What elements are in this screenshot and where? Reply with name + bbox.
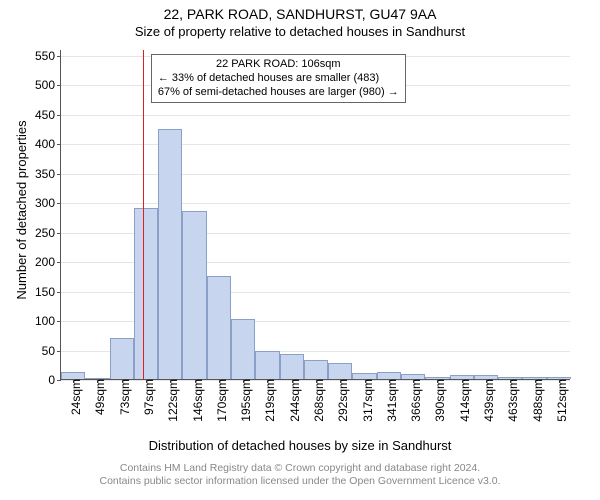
y-axis-label: Number of detached properties xyxy=(14,50,29,370)
x-tick-label: 97sqm xyxy=(136,379,156,415)
x-tick-label: 219sqm xyxy=(257,379,277,422)
x-tick-label: 292sqm xyxy=(330,379,350,422)
x-tick-label: 244sqm xyxy=(282,379,302,422)
x-tick-label: 512sqm xyxy=(549,379,569,422)
y-tick-label: 0 xyxy=(48,373,61,387)
y-tick-label: 350 xyxy=(35,167,61,181)
x-tick-label: 195sqm xyxy=(233,379,253,422)
x-tick-label: 170sqm xyxy=(209,379,229,422)
footer-line-2: Contains public sector information licen… xyxy=(0,475,600,488)
y-tick-label: 250 xyxy=(35,226,61,240)
histogram-bar xyxy=(255,351,279,379)
y-tick-label: 550 xyxy=(35,49,61,63)
annotation-box: 22 PARK ROAD: 106sqm← 33% of detached ho… xyxy=(151,54,406,103)
y-tick-label: 300 xyxy=(35,196,61,210)
x-tick-label: 24sqm xyxy=(63,379,83,415)
gridline xyxy=(61,203,570,204)
histogram-bar xyxy=(182,211,206,379)
y-tick-label: 150 xyxy=(35,285,61,299)
gridline xyxy=(61,115,570,116)
footer-attribution: Contains HM Land Registry data © Crown c… xyxy=(0,462,600,488)
x-tick-label: 73sqm xyxy=(112,379,132,415)
y-tick-label: 500 xyxy=(35,78,61,92)
x-tick-label: 49sqm xyxy=(87,379,107,415)
x-tick-label: 317sqm xyxy=(355,379,375,422)
x-tick-label: 122sqm xyxy=(160,379,180,422)
x-tick-label: 366sqm xyxy=(403,379,423,422)
property-marker-line xyxy=(143,50,144,379)
histogram-bar xyxy=(377,372,401,379)
histogram-bar xyxy=(110,338,134,379)
x-axis-label: Distribution of detached houses by size … xyxy=(0,438,600,453)
x-tick-label: 463sqm xyxy=(500,379,520,422)
histogram-bar xyxy=(207,276,231,379)
x-tick-label: 390sqm xyxy=(427,379,447,422)
x-tick-label: 268sqm xyxy=(306,379,326,422)
y-tick-label: 200 xyxy=(35,255,61,269)
histogram-bar xyxy=(158,129,182,379)
page-title: 22, PARK ROAD, SANDHURST, GU47 9AA xyxy=(0,6,600,22)
x-tick-label: 414sqm xyxy=(452,379,472,422)
footer-line-1: Contains HM Land Registry data © Crown c… xyxy=(0,462,600,475)
y-tick-label: 100 xyxy=(35,314,61,328)
histogram-bar xyxy=(280,354,304,379)
y-tick-label: 450 xyxy=(35,108,61,122)
annotation-line-1: 22 PARK ROAD: 106sqm xyxy=(158,58,399,72)
histogram-bar xyxy=(304,360,328,379)
histogram-bar xyxy=(231,319,255,379)
x-tick-label: 341sqm xyxy=(379,379,399,422)
histogram-bar xyxy=(328,363,352,380)
gridline xyxy=(61,144,570,145)
chart-plot-area: 05010015020025030035040045050055024sqm49… xyxy=(60,50,570,380)
x-tick-label: 146sqm xyxy=(185,379,205,422)
page-subtitle: Size of property relative to detached ho… xyxy=(0,24,600,39)
histogram-bar xyxy=(61,372,85,379)
y-tick-label: 400 xyxy=(35,137,61,151)
gridline xyxy=(61,174,570,175)
annotation-line-3: 67% of semi-detached houses are larger (… xyxy=(158,86,399,100)
x-tick-label: 488sqm xyxy=(525,379,545,422)
y-tick-label: 50 xyxy=(42,344,61,358)
histogram-bar xyxy=(134,208,158,379)
annotation-line-2: ← 33% of detached houses are smaller (48… xyxy=(158,72,399,86)
x-tick-label: 439sqm xyxy=(476,379,496,422)
